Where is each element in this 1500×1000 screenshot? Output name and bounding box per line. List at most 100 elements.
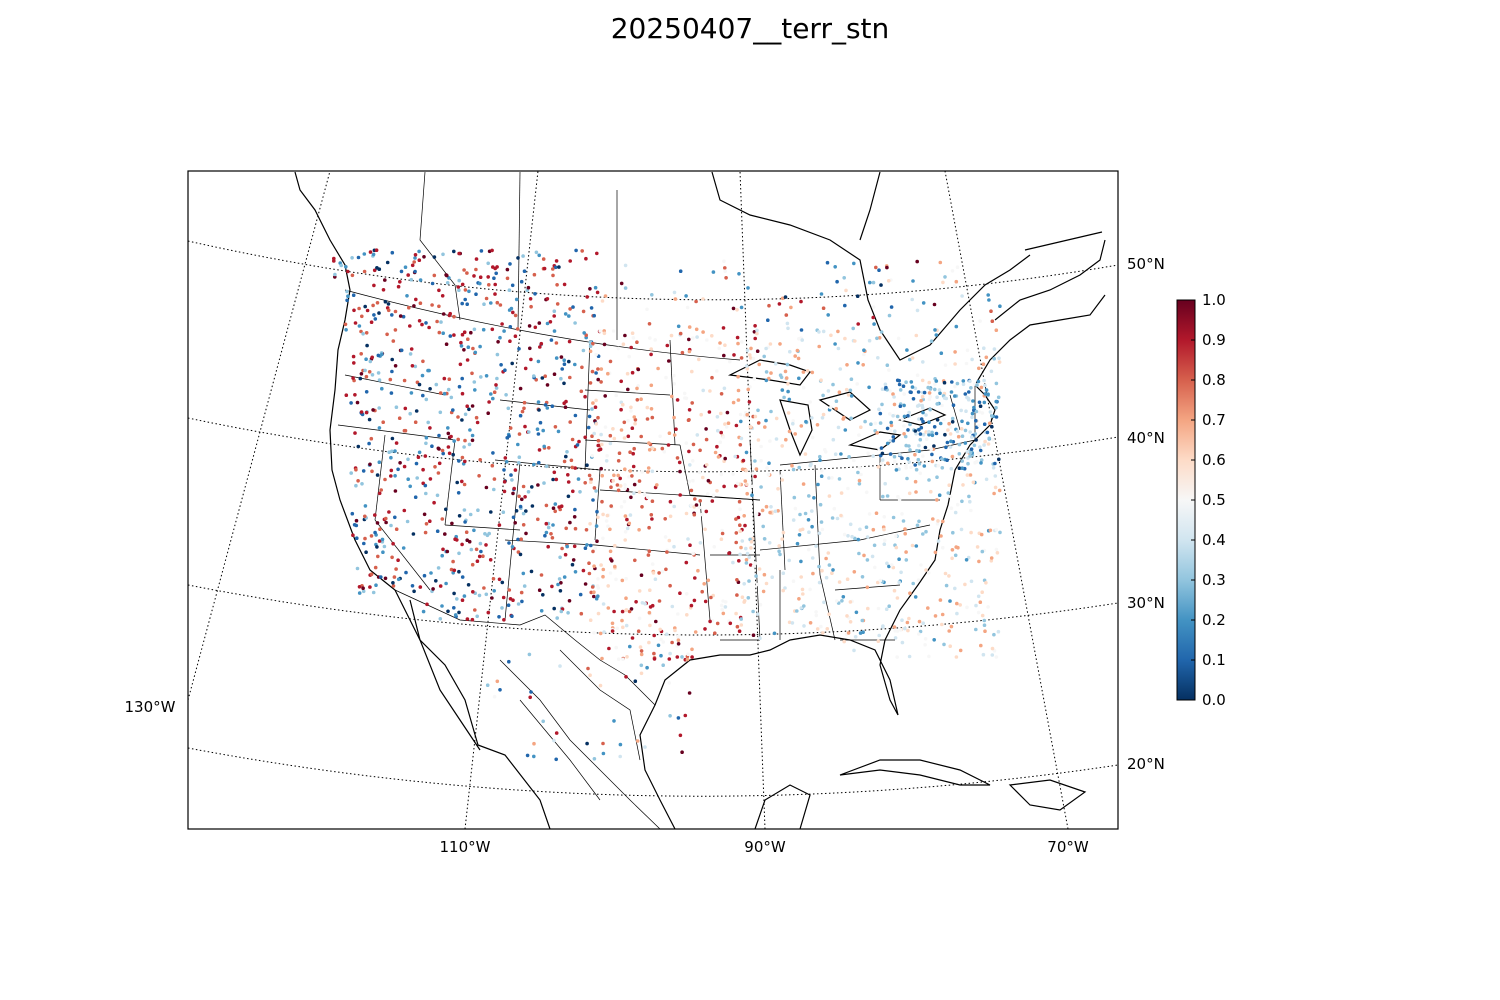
station-point bbox=[629, 409, 633, 413]
colorbar-tick-label: 0.7 bbox=[1202, 411, 1226, 429]
station-point bbox=[567, 314, 571, 318]
station-point bbox=[584, 256, 588, 261]
station-point bbox=[625, 526, 630, 531]
station-point bbox=[744, 482, 749, 487]
station-point bbox=[392, 575, 397, 579]
station-point bbox=[786, 382, 790, 386]
station-point bbox=[406, 457, 410, 462]
station-point bbox=[568, 375, 572, 380]
station-point bbox=[668, 499, 673, 504]
station-point bbox=[585, 295, 589, 299]
station-point bbox=[829, 333, 833, 338]
station-point bbox=[360, 482, 364, 486]
station-point bbox=[396, 558, 400, 562]
station-point bbox=[977, 438, 981, 443]
station-point bbox=[749, 546, 753, 550]
station-point bbox=[886, 461, 890, 466]
station-point bbox=[631, 451, 635, 456]
station-point bbox=[980, 549, 985, 554]
station-point bbox=[905, 620, 910, 625]
station-point bbox=[719, 392, 724, 396]
station-point bbox=[687, 691, 692, 695]
station-point bbox=[966, 421, 970, 426]
station-point bbox=[989, 556, 994, 560]
station-point bbox=[678, 733, 683, 738]
station-point bbox=[720, 528, 724, 533]
station-point bbox=[369, 572, 374, 576]
station-point bbox=[659, 653, 663, 658]
station-point bbox=[483, 532, 487, 536]
station-point bbox=[554, 477, 559, 482]
station-point bbox=[979, 532, 984, 537]
station-point bbox=[437, 330, 442, 335]
station-point bbox=[573, 570, 578, 574]
station-point bbox=[425, 602, 429, 607]
station-point bbox=[882, 515, 887, 519]
station-point bbox=[566, 473, 570, 477]
station-point bbox=[640, 601, 645, 605]
station-point bbox=[942, 642, 946, 647]
station-point bbox=[457, 278, 462, 283]
station-point bbox=[669, 333, 674, 338]
station-point bbox=[697, 505, 702, 510]
station-point bbox=[538, 345, 542, 349]
station-point bbox=[787, 429, 792, 434]
station-point bbox=[527, 324, 532, 328]
station-point bbox=[739, 617, 743, 621]
station-point bbox=[955, 381, 960, 386]
station-point bbox=[460, 332, 465, 337]
station-point bbox=[948, 445, 953, 449]
station-point bbox=[861, 363, 865, 367]
station-point bbox=[957, 452, 962, 456]
station-point bbox=[784, 313, 789, 317]
station-point bbox=[484, 296, 489, 301]
station-point bbox=[926, 606, 930, 610]
station-point bbox=[762, 572, 767, 577]
station-point bbox=[493, 292, 497, 296]
station-point bbox=[800, 527, 805, 532]
station-point bbox=[570, 437, 575, 442]
station-point bbox=[930, 459, 935, 464]
station-point bbox=[817, 531, 822, 535]
station-point bbox=[856, 537, 861, 542]
station-point bbox=[445, 273, 449, 278]
station-point bbox=[621, 402, 625, 407]
station-point bbox=[526, 285, 531, 290]
station-point bbox=[601, 567, 606, 572]
colorbar-tick-label: 0.8 bbox=[1202, 371, 1226, 389]
station-point bbox=[345, 289, 349, 294]
station-point bbox=[610, 629, 615, 633]
station-point bbox=[398, 314, 403, 318]
station-point bbox=[446, 431, 451, 436]
station-point bbox=[934, 431, 939, 436]
station-point bbox=[490, 248, 494, 253]
station-point bbox=[979, 385, 984, 390]
station-point bbox=[950, 416, 955, 421]
station-point bbox=[821, 393, 825, 398]
station-point bbox=[734, 517, 738, 521]
station-point bbox=[812, 496, 816, 500]
station-point bbox=[960, 459, 964, 463]
station-point bbox=[759, 444, 763, 449]
station-point bbox=[611, 427, 615, 431]
station-point bbox=[349, 471, 354, 475]
station-point bbox=[974, 438, 978, 442]
colorbar-tick-label: 0.0 bbox=[1202, 691, 1226, 709]
station-point bbox=[703, 527, 707, 532]
station-point bbox=[744, 558, 749, 562]
station-point bbox=[888, 412, 892, 416]
station-point bbox=[726, 421, 731, 426]
station-point bbox=[420, 373, 425, 378]
station-point bbox=[937, 493, 942, 498]
station-point bbox=[801, 385, 806, 390]
station-point bbox=[369, 320, 374, 325]
station-point bbox=[481, 327, 486, 332]
station-point bbox=[734, 531, 739, 535]
station-point bbox=[660, 446, 665, 451]
station-point bbox=[959, 527, 964, 532]
station-point bbox=[588, 673, 592, 677]
station-point bbox=[389, 455, 393, 460]
station-point bbox=[709, 595, 713, 600]
station-point bbox=[744, 468, 748, 473]
station-point bbox=[570, 465, 575, 470]
